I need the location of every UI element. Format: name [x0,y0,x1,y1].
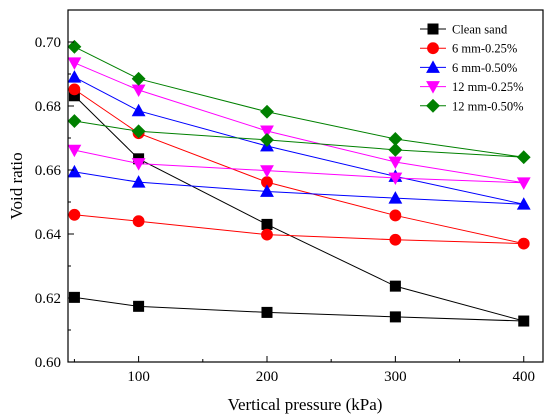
data-point [261,306,273,318]
y-axis-title: Void ratio [7,152,26,219]
legend-marker [426,60,440,73]
data-point [388,191,403,204]
axis-layer: 100 200 300 400 0.60 0.62 0.64 0.66 0.68 0.70 [35,9,544,385]
y-tick-label: 0.70 [35,35,61,51]
data-point [67,70,82,83]
data-point [260,165,274,178]
legend-marker [427,23,439,35]
data-point [131,124,146,139]
legend-label: 6 mm-0.25% [452,42,517,56]
data-point [516,197,531,210]
y-tick-label: 0.64 [35,227,62,243]
legend-label: 12 mm-0.25% [452,80,524,94]
x-tick-label: 200 [256,369,279,385]
series-4 [67,57,531,190]
data-point [260,184,274,197]
y-tick-label: 0.66 [35,163,62,179]
data-point [261,228,273,241]
data-point [68,83,81,96]
data-point [67,57,82,70]
data-point [260,104,274,119]
x-axis-title: Vertical pressure (kPa) [228,395,383,414]
data-point [67,144,82,158]
data-point [131,158,146,171]
data-point [388,156,403,170]
x-tick-label: 300 [384,369,407,385]
data-point [389,280,401,292]
legend-item: 12 mm-0.50% [420,98,524,113]
plot-frame [67,9,544,363]
data-point [67,39,82,54]
data-point [131,103,146,117]
data-point [261,218,273,230]
data-point [517,237,530,250]
data-point [68,208,81,221]
legend: Clean sand 6 mm-0.25% 6 mm-0.50% 12 mm-0.25… [420,23,524,113]
legend-marker [426,98,440,113]
data-point [131,175,146,188]
legend-label: 12 mm-0.50% [452,99,524,113]
data-point [131,71,146,86]
data-point [516,177,531,190]
data-point [518,315,530,327]
legend-label: Clean sand [452,23,508,37]
series-5 [67,39,531,165]
y-tick-label: 0.60 [35,355,61,371]
x-tick-label: 100 [127,369,150,385]
data-point [133,300,145,312]
data-point [388,142,403,157]
data-point [389,209,402,222]
legend-item: 6 mm-0.50% [420,60,517,75]
legend-item: 12 mm-0.25% [420,80,524,94]
series-3 [67,70,531,210]
legend-item: 6 mm-0.25% [420,42,517,56]
plot-background [68,10,543,362]
data-point [67,164,82,178]
data-point [260,125,274,138]
data-point [389,311,401,323]
y-tick-label: 0.62 [35,291,61,307]
legend-item: Clean sand [420,23,508,37]
y-tick-label: 0.68 [35,99,61,115]
data-point [388,172,403,186]
data-point [260,132,274,147]
data-point [67,114,82,128]
series-2 [68,83,530,250]
data-point [389,233,402,246]
data-point [68,291,80,303]
x-tick-label: 400 [512,369,535,385]
series-layer [67,39,531,327]
legend-label: 6 mm-0.50% [452,61,517,75]
legend-marker [426,81,440,94]
legend-marker [427,42,439,55]
data-point [516,150,531,165]
data-point [132,215,145,228]
